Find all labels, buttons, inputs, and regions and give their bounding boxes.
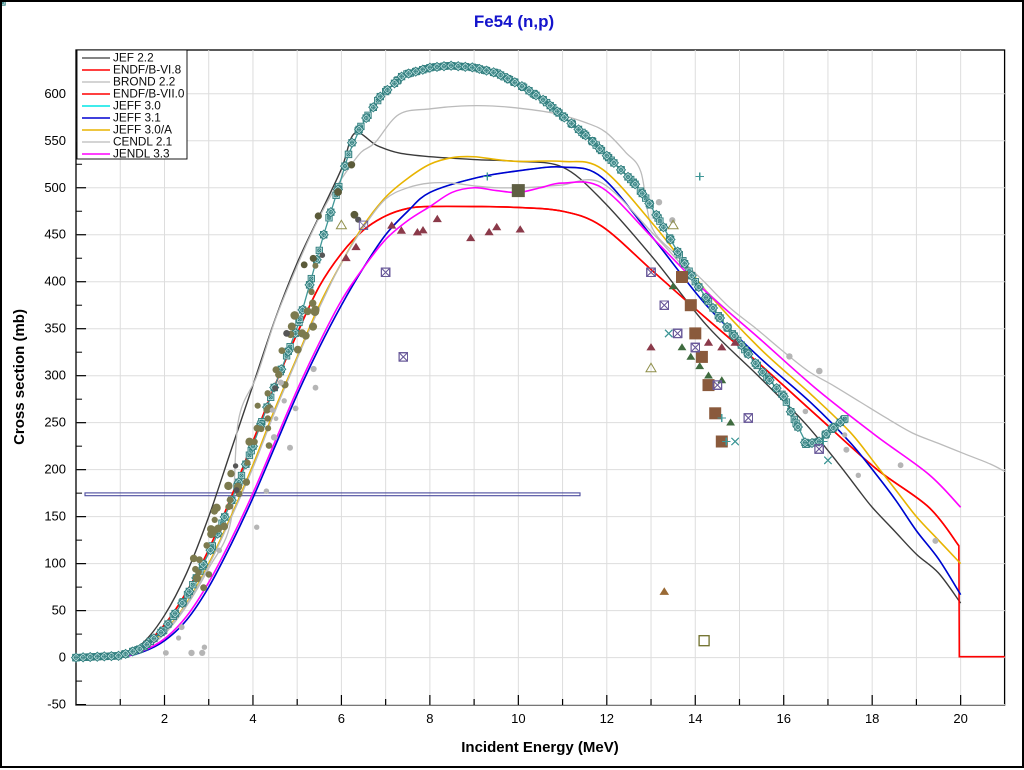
svg-text:18: 18 bbox=[865, 711, 879, 726]
svg-text:0: 0 bbox=[59, 650, 66, 665]
svg-text:14: 14 bbox=[688, 711, 702, 726]
svg-text:300: 300 bbox=[44, 368, 66, 383]
svg-text:4: 4 bbox=[249, 711, 256, 726]
svg-text:16: 16 bbox=[776, 711, 790, 726]
svg-text:600: 600 bbox=[44, 86, 66, 101]
svg-text:10: 10 bbox=[511, 711, 525, 726]
svg-text:6: 6 bbox=[338, 711, 345, 726]
svg-text:Fe54 (n,p): Fe54 (n,p) bbox=[474, 12, 554, 31]
svg-text:50: 50 bbox=[52, 603, 66, 618]
svg-text:250: 250 bbox=[44, 415, 66, 430]
svg-text:100: 100 bbox=[44, 556, 66, 571]
svg-text:12: 12 bbox=[600, 711, 614, 726]
svg-text:-50: -50 bbox=[47, 697, 66, 712]
svg-text:550: 550 bbox=[44, 133, 66, 148]
svg-text:500: 500 bbox=[44, 180, 66, 195]
svg-text:400: 400 bbox=[44, 274, 66, 289]
svg-text:20: 20 bbox=[953, 711, 967, 726]
svg-text:2: 2 bbox=[161, 711, 168, 726]
svg-text:450: 450 bbox=[44, 227, 66, 242]
svg-text:Incident Energy (MeV): Incident Energy (MeV) bbox=[461, 739, 619, 756]
svg-text:8: 8 bbox=[426, 711, 433, 726]
svg-text:150: 150 bbox=[44, 509, 66, 524]
svg-text:200: 200 bbox=[44, 462, 66, 477]
svg-text:Cross section (mb): Cross section (mb) bbox=[11, 309, 28, 445]
svg-text:JENDL 3.3: JENDL 3.3 bbox=[113, 147, 170, 161]
svg-text:350: 350 bbox=[44, 321, 66, 336]
